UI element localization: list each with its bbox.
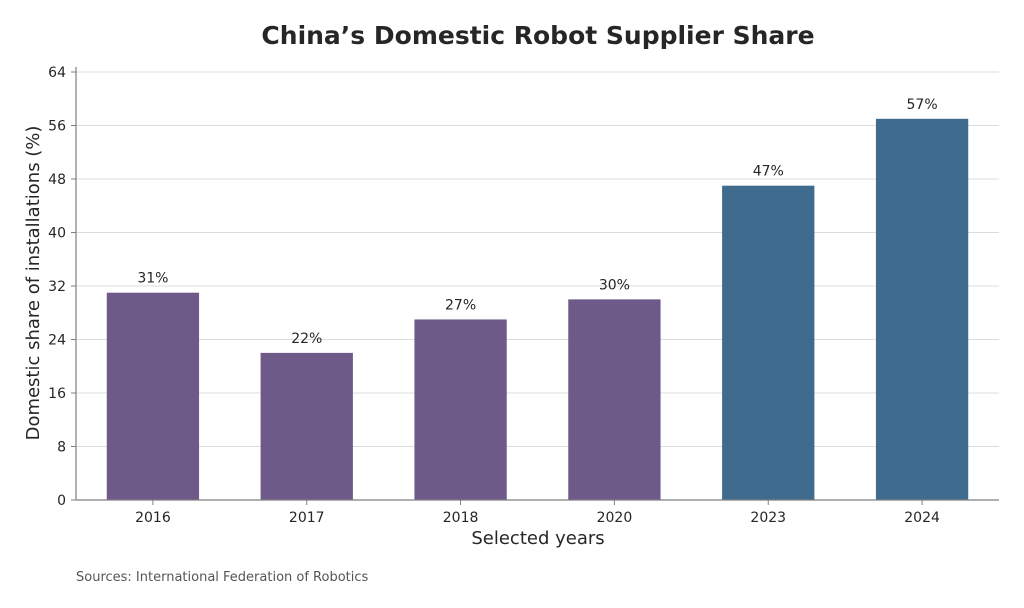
y-tick-label: 8 xyxy=(57,440,66,456)
data-label-2024: 57% xyxy=(907,97,938,113)
bar-2023 xyxy=(722,185,815,500)
bar-2020 xyxy=(568,299,661,500)
data-label-2023: 47% xyxy=(753,164,784,180)
x-tick-label-2023: 2023 xyxy=(750,510,786,526)
bar-2018 xyxy=(414,319,507,500)
bar-2017 xyxy=(260,352,353,500)
y-tick-label: 40 xyxy=(48,226,66,242)
x-tick-label-2016: 2016 xyxy=(135,510,171,526)
x-tick-label-2017: 2017 xyxy=(289,510,325,526)
chart-title: China’s Domestic Robot Supplier Share xyxy=(261,21,814,50)
y-tick-label: 56 xyxy=(48,119,66,135)
data-label-2020: 30% xyxy=(599,277,630,293)
x-tick-label-2020: 2020 xyxy=(597,510,633,526)
y-tick-label: 48 xyxy=(48,172,66,188)
data-label-2018: 27% xyxy=(445,297,476,313)
bar-2024 xyxy=(875,118,969,500)
x-tick-label-2018: 2018 xyxy=(443,510,479,526)
y-tick-label: 32 xyxy=(48,279,66,295)
x-tick-label-2024: 2024 xyxy=(904,510,940,526)
data-labels: 31% 22% 27% 30% 47% 57% xyxy=(137,97,937,347)
y-tick-label: 64 xyxy=(48,65,66,81)
data-label-2016: 31% xyxy=(137,271,168,287)
bars xyxy=(106,118,969,500)
x-axis-label: Selected years xyxy=(471,528,604,549)
data-label-2017: 22% xyxy=(291,331,322,347)
source-note: Sources: International Federation of Rob… xyxy=(76,570,369,585)
y-axis-ticks: 0 8 16 24 32 40 48 56 64 xyxy=(48,65,76,509)
x-axis-ticks: 2016 2017 2018 2020 2023 2024 xyxy=(135,500,940,526)
bar-2016 xyxy=(106,292,200,500)
y-axis-label: Domestic share of installations (%) xyxy=(23,126,44,441)
y-tick-label: 0 xyxy=(57,493,66,509)
gridlines xyxy=(76,71,999,447)
y-tick-label: 16 xyxy=(48,386,66,402)
y-tick-label: 24 xyxy=(48,333,66,349)
